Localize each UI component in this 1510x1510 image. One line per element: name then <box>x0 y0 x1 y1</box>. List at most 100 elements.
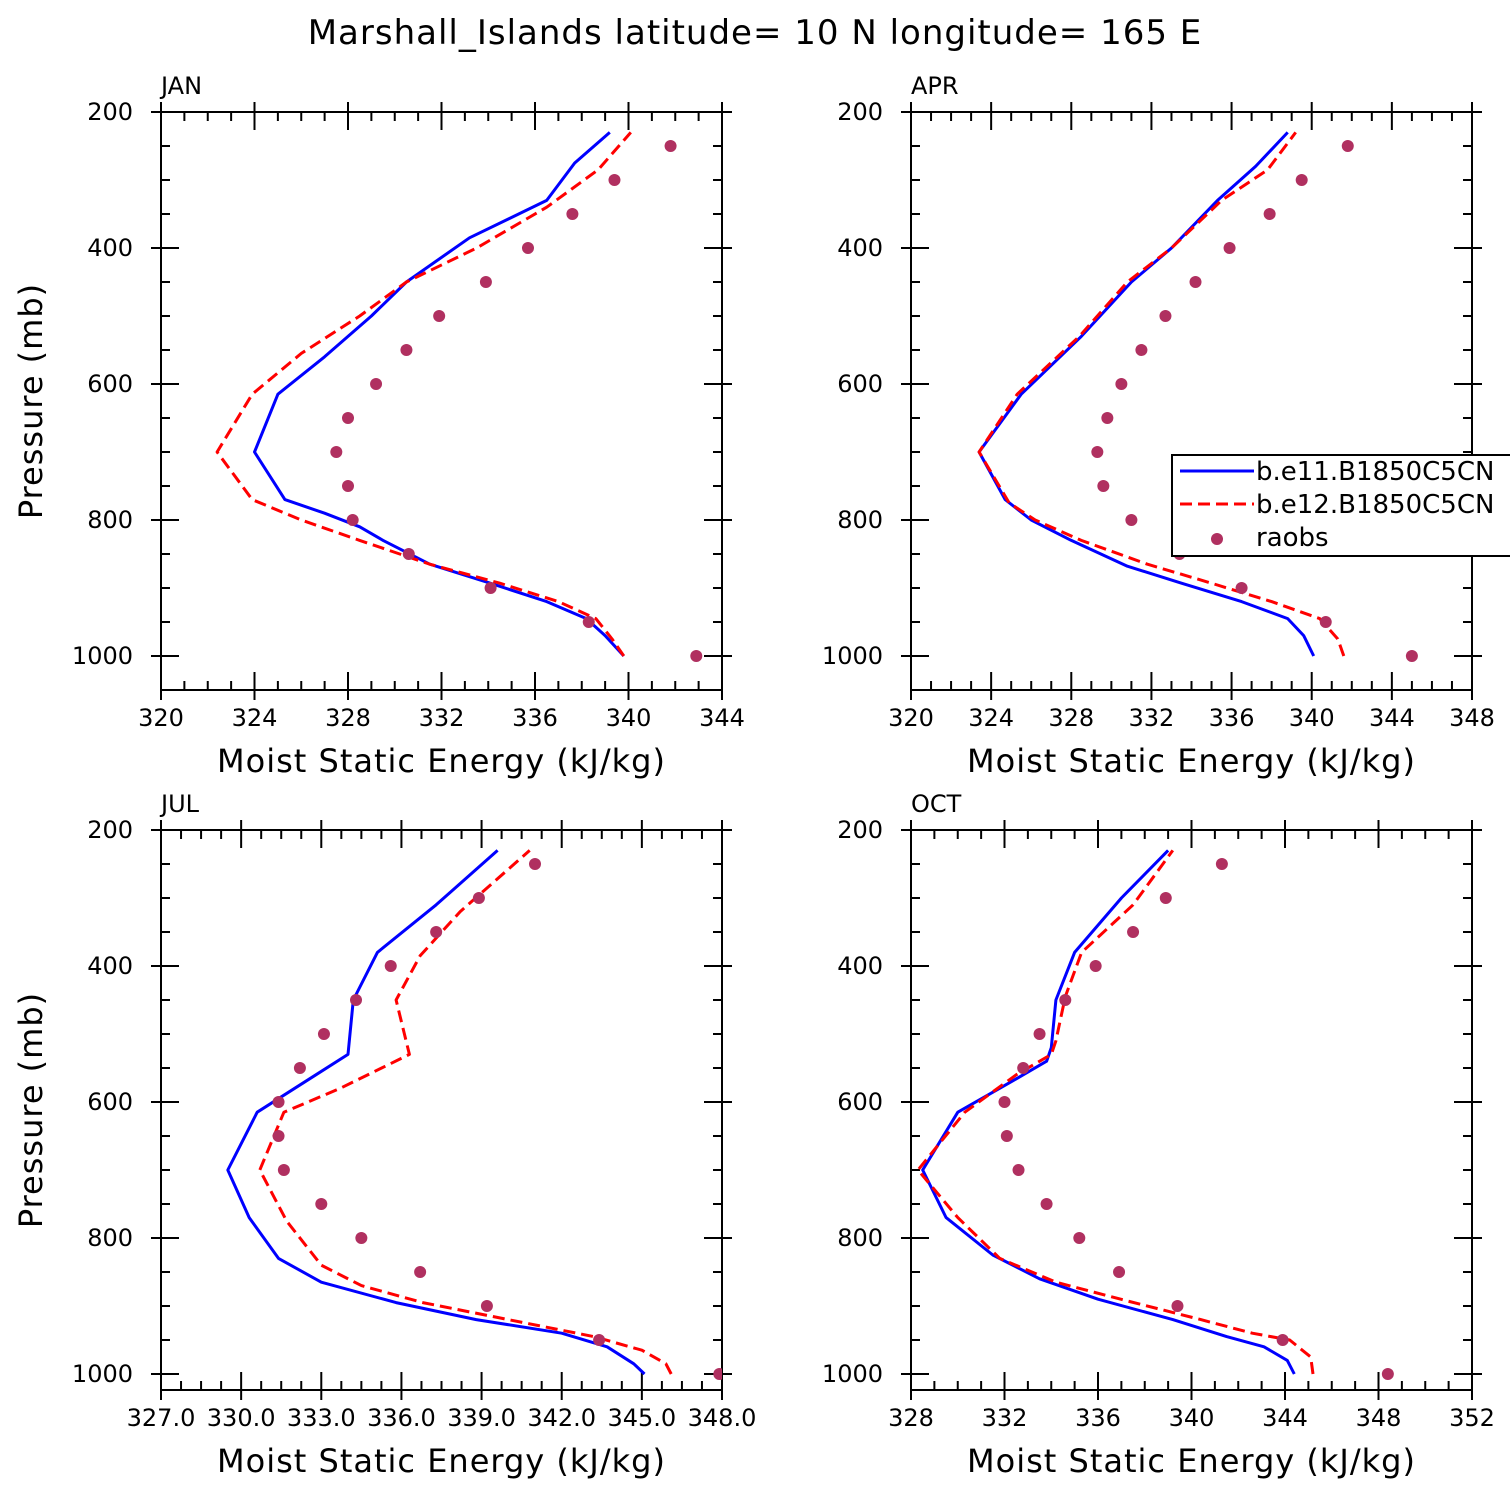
panel-jan: JAN 200 400 600 800 1000 320 324 328 332 336 340 344… <box>12 72 745 780</box>
y-axis-label: Pressure (mb) <box>12 283 50 519</box>
series-line-b-e11-b1850c5cn <box>921 849 1296 1375</box>
x-tick-label: 333.0 <box>287 1404 356 1432</box>
raobs-point <box>1135 344 1148 356</box>
series-group <box>977 131 1418 662</box>
series-raobs <box>272 858 722 1380</box>
x-axis-label: Moist Static Energy (kJ/kg) <box>967 742 1416 780</box>
x-tick-label: 340 <box>1169 1404 1215 1432</box>
raobs-point <box>1000 1130 1013 1142</box>
raobs-point <box>998 1096 1011 1108</box>
raobs-point <box>1125 514 1138 526</box>
raobs-point <box>1059 994 1072 1006</box>
y-tick-label: 1000 <box>72 1360 133 1388</box>
raobs-point <box>1405 650 1418 662</box>
legend-entry: raobs <box>1256 523 1329 553</box>
raobs-point <box>1171 1300 1184 1312</box>
raobs-point <box>1127 926 1140 938</box>
raobs-point <box>277 1164 290 1176</box>
raobs-point <box>1189 276 1202 288</box>
x-tick-label: 330.0 <box>207 1404 276 1432</box>
x-tick-label: 344 <box>699 704 745 732</box>
raobs-point <box>355 1232 368 1244</box>
x-tick-label: 332 <box>982 1404 1028 1432</box>
x-tick-label: 324 <box>968 704 1014 732</box>
raobs-point <box>1115 378 1128 390</box>
x-tick-label: 345.0 <box>607 1404 676 1432</box>
series-line-b-e12-b1850c5cn <box>916 849 1315 1375</box>
x-tick-label: 344 <box>1369 704 1415 732</box>
x-tick-label: 339.0 <box>447 1404 516 1432</box>
x-tick-label: 328 <box>1048 704 1094 732</box>
x-tick-label: 336 <box>1075 1404 1121 1432</box>
raobs-point <box>342 412 354 424</box>
raobs-point <box>350 994 363 1006</box>
raobs-point <box>521 242 534 254</box>
x-tick-label: 328 <box>325 704 371 732</box>
x-tick-label: 348 <box>1449 704 1495 732</box>
y-tick-label: 400 <box>87 952 133 980</box>
panel-label: JAN <box>159 72 202 100</box>
x-tick-label: 336 <box>1209 704 1255 732</box>
raobs-point <box>690 650 703 662</box>
raobs-point <box>346 514 359 526</box>
raobs-point <box>402 548 415 560</box>
raobs-point <box>414 1266 427 1278</box>
series-line-b-e11-b1850c5cn <box>253 131 625 658</box>
x-tick-label: 324 <box>232 704 278 732</box>
raobs-point <box>1235 582 1248 594</box>
y-tick-label: 200 <box>837 98 883 126</box>
raobs-point <box>1113 1266 1126 1278</box>
y-tick-label: 400 <box>837 234 883 262</box>
y-tick-label: 600 <box>87 1088 133 1116</box>
raobs-point <box>1341 140 1354 152</box>
raobs-point <box>1223 242 1236 254</box>
series-line-b-e12-b1850c5cn <box>977 131 1346 657</box>
raobs-point <box>293 1062 306 1074</box>
raobs-point <box>1097 480 1110 492</box>
raobs-point <box>272 1096 285 1108</box>
series-raobs <box>1091 140 1418 662</box>
raobs-point <box>400 344 413 356</box>
panel-label: JUL <box>159 790 200 818</box>
raobs-point <box>1159 892 1172 904</box>
raobs-point <box>1381 1368 1394 1380</box>
raobs-point <box>384 960 397 972</box>
raobs-point <box>529 858 541 870</box>
x-tick-label: 340 <box>606 704 652 732</box>
y-tick-label: 800 <box>837 1224 883 1252</box>
series-line-b-e11-b1850c5cn <box>226 849 646 1376</box>
x-tick-label: 348.0 <box>688 1404 757 1432</box>
raobs-point <box>664 140 677 152</box>
x-tick-label: 328 <box>888 1404 934 1432</box>
panels: JAN 200 400 600 800 1000 320 324 328 332 336 340 344… <box>12 72 1495 1480</box>
y-tick-label: 200 <box>837 816 883 844</box>
raobs-point <box>1319 616 1332 628</box>
series-group <box>226 849 722 1380</box>
panel-label: APR <box>911 72 959 100</box>
panel-apr: APR 200 400 600 800 1000 320 324 328 332 336 340 344… <box>822 72 1495 780</box>
x-axis-label: Moist Static Energy (kJ/kg) <box>967 1442 1416 1480</box>
raobs-point <box>1073 1232 1086 1244</box>
x-tick-label: 352 <box>1449 1404 1495 1432</box>
panel-jul: JUL 200 400 600 800 1000 327.0 330.0 333.0 336.0 3… <box>12 790 756 1480</box>
series-line-b-e12-b1850c5cn <box>215 131 632 657</box>
raobs-point <box>484 582 497 594</box>
y-tick-label: 400 <box>837 952 883 980</box>
series-raobs <box>330 140 703 662</box>
raobs-point <box>433 310 446 322</box>
y-tick-label: 400 <box>87 234 133 262</box>
x-tick-label: 320 <box>138 704 184 732</box>
legend-entry: b.e12.B1850C5CN <box>1256 490 1494 520</box>
x-tick-label: 332 <box>1129 704 1175 732</box>
x-tick-label: 342.0 <box>527 1404 596 1432</box>
raobs-point <box>1040 1198 1053 1210</box>
raobs-point <box>1159 310 1172 322</box>
raobs-point <box>1089 960 1102 972</box>
raobs-point <box>272 1130 285 1142</box>
raobs-point <box>330 446 343 458</box>
y-tick-label: 800 <box>87 1224 133 1252</box>
